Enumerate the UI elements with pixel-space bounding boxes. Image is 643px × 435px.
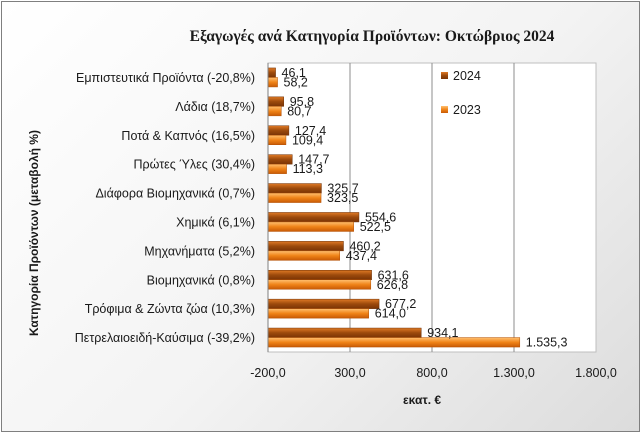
legend-label-2023: 2023 xyxy=(453,103,481,117)
bar-2024 xyxy=(267,298,380,309)
legend-swatch-2023 xyxy=(441,106,448,113)
bar-2023 xyxy=(267,163,287,174)
bar-2023 xyxy=(267,337,521,348)
category-label: Βιομηχανικά (0,8%) xyxy=(147,273,255,287)
category-label: Χημικά (6,1%) xyxy=(176,215,255,229)
data-label-2024: 95,8 xyxy=(290,95,314,109)
data-label-2023: 323,5 xyxy=(327,191,358,205)
data-label-2023: 1.535,3 xyxy=(526,336,568,350)
category-label: Μηχανήματα (5,2%) xyxy=(144,244,255,258)
x-axis-title: εκατ. € xyxy=(403,393,441,407)
x-tick-label: 300,0 xyxy=(334,366,365,380)
bar-2023 xyxy=(267,250,340,261)
data-label-2023: 80,7 xyxy=(287,104,311,118)
bar-2023 xyxy=(267,279,372,290)
legend: 2024 2023 xyxy=(441,69,481,117)
data-label-2023: 626,8 xyxy=(377,278,408,292)
data-label-2024: 147,7 xyxy=(298,153,329,167)
data-label-2024: 460,2 xyxy=(349,239,380,253)
category-label: Ποτά & Καπνός (16,5%) xyxy=(121,129,255,143)
bar-2024 xyxy=(267,241,344,252)
data-label-2023: 58,2 xyxy=(284,75,308,89)
bar-2024 xyxy=(267,154,293,165)
bar-2024 xyxy=(267,125,290,136)
legend-label-2024: 2024 xyxy=(453,69,481,83)
category-labels: Εμπιστευτικά Προϊόντα (-20,8%) Λάδια (18,… xyxy=(75,71,255,345)
bar-2024 xyxy=(267,183,322,194)
x-tick-label: 1.800,0 xyxy=(575,366,617,380)
data-label-2024: 631,6 xyxy=(378,268,409,282)
category-label: Διάφορα Βιομηχανικά (0,7%) xyxy=(95,187,255,201)
bar-2023 xyxy=(267,135,287,145)
x-tick-labels: -200,0 300,0 800,0 1.300,0 1.800,0 xyxy=(250,366,617,380)
x-tick-label: 800,0 xyxy=(416,366,447,380)
data-label-2023: 113,3 xyxy=(293,162,323,176)
x-tick-label: -200,0 xyxy=(250,366,285,380)
bar-2024 xyxy=(267,67,276,78)
data-label-2024: 127,4 xyxy=(295,124,326,138)
category-label: Λάδια (18,7%) xyxy=(175,100,255,114)
data-label-2023: 109,4 xyxy=(292,133,323,147)
category-label: Τρόφιμα & Ζώντα ζώα (10,3%) xyxy=(85,302,255,316)
data-label-2023: 522,5 xyxy=(360,220,391,234)
bar-2023 xyxy=(267,192,322,203)
data-label-2024: 554,6 xyxy=(365,210,396,224)
bar-2023 xyxy=(267,221,354,232)
data-label-2023: 614,0 xyxy=(375,307,406,321)
data-label-2024: 325,7 xyxy=(327,182,358,196)
bar-2023 xyxy=(267,106,282,117)
bar-2024 xyxy=(267,270,372,280)
legend-swatch-2024 xyxy=(441,72,448,79)
chart-title: Εξαγωγές ανά Κατηγορία Προϊόντων: Οκτώβρ… xyxy=(190,28,555,45)
bar-2024 xyxy=(267,212,360,223)
category-label: Πετρελαιοειδή-Καύσιμα (-39,2%) xyxy=(75,331,255,345)
category-label: Πρώτες Ύλες (30,4%) xyxy=(133,158,255,172)
data-label-2023: 437,4 xyxy=(346,249,377,263)
y-axis-title: Κατηγορία Προϊόντων (μεταβολή %) xyxy=(27,130,41,336)
bar-2024 xyxy=(267,96,284,107)
bar-2023 xyxy=(267,308,369,319)
data-label-2024: 46,1 xyxy=(282,66,306,80)
data-label-2024: 677,2 xyxy=(385,297,416,311)
bar-2023 xyxy=(267,77,278,88)
data-label-2024: 934,1 xyxy=(427,326,458,340)
category-label: Εμπιστευτικά Προϊόντα (-20,8%) xyxy=(76,71,255,85)
bars xyxy=(267,67,521,348)
bar-2024 xyxy=(267,327,422,338)
x-tick-label: 1.300,0 xyxy=(493,366,535,380)
